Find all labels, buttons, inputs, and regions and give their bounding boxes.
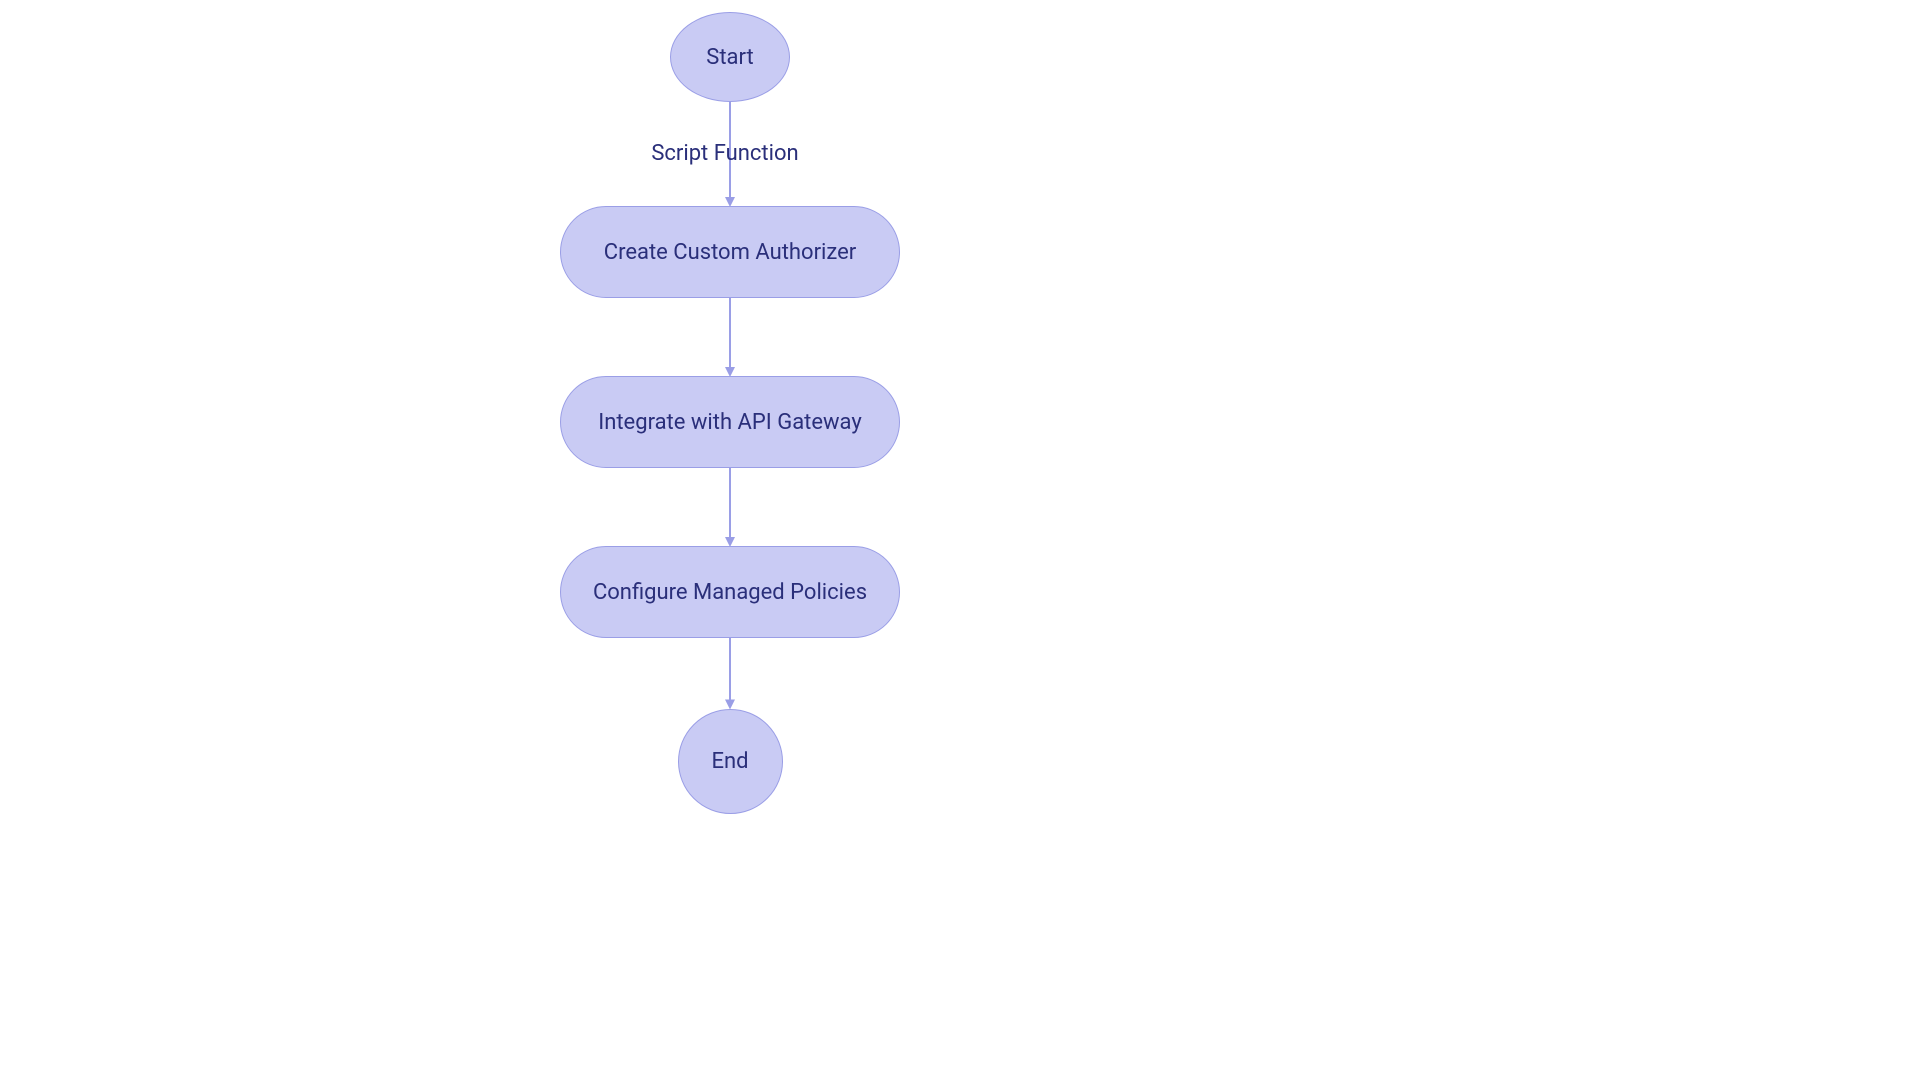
edges-layer bbox=[0, 0, 1920, 1080]
node-integrate-gateway-label: Integrate with API Gateway bbox=[598, 410, 862, 435]
node-end: End bbox=[678, 709, 783, 814]
node-integrate-gateway: Integrate with API Gateway bbox=[560, 376, 900, 468]
node-configure-policies-label: Configure Managed Policies bbox=[593, 580, 867, 605]
flowchart-canvas: Start Create Custom Authorizer Integrate… bbox=[0, 0, 1920, 1080]
node-start-label: Start bbox=[706, 45, 753, 70]
edge-label-script-function: Script Function bbox=[625, 141, 825, 166]
node-configure-policies: Configure Managed Policies bbox=[560, 546, 900, 638]
node-end-label: End bbox=[711, 749, 748, 774]
node-start: Start bbox=[670, 12, 790, 102]
node-create-authorizer-label: Create Custom Authorizer bbox=[604, 240, 857, 265]
node-create-authorizer: Create Custom Authorizer bbox=[560, 206, 900, 298]
